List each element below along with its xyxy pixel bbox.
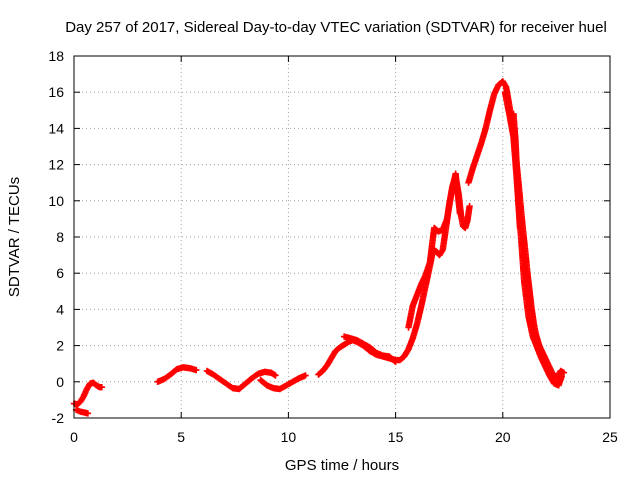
y-tick-label: 10 xyxy=(48,193,64,209)
data-point xyxy=(391,357,398,365)
data-point xyxy=(302,372,309,379)
x-tick-label: 10 xyxy=(281,429,297,445)
y-tick-label: 4 xyxy=(56,301,64,317)
x-tick-label: 5 xyxy=(177,429,185,445)
data-segment xyxy=(70,379,106,408)
data-point xyxy=(466,203,473,210)
chart-title: Day 257 of 2017, Sidereal Day-to-day VTE… xyxy=(65,19,607,36)
x-axis-label: GPS time / hours xyxy=(285,457,399,474)
y-tick-label: 16 xyxy=(48,84,64,100)
y-tick-label: 8 xyxy=(56,229,64,245)
y-tick-label: 6 xyxy=(56,265,64,281)
data-point xyxy=(516,224,524,232)
data-point xyxy=(193,366,200,374)
data-segment xyxy=(257,372,309,393)
data-segment xyxy=(154,364,200,385)
data-point xyxy=(98,384,106,391)
y-axis-label: SDTVAR / TECUs xyxy=(6,177,23,297)
y-tick-label: 0 xyxy=(56,374,64,390)
x-tick-label: 25 xyxy=(602,429,618,445)
data-segment xyxy=(203,367,279,393)
data-point xyxy=(560,369,568,376)
x-tick-label: 15 xyxy=(388,429,404,445)
x-tick-label: 20 xyxy=(495,429,511,445)
data-segment xyxy=(405,170,464,331)
data-segment xyxy=(72,406,92,417)
y-tick-label: 18 xyxy=(48,48,64,64)
data-segment xyxy=(340,333,399,366)
data-point xyxy=(84,410,92,417)
data-segment xyxy=(501,89,565,389)
y-tick-label: 2 xyxy=(56,338,64,354)
y-tick-label: 14 xyxy=(48,120,64,136)
data-points xyxy=(70,78,568,417)
data-point xyxy=(392,358,399,366)
y-tick-label: 12 xyxy=(48,157,64,173)
data-segment xyxy=(510,110,524,232)
data-point xyxy=(558,373,565,380)
grid-lines xyxy=(74,56,610,418)
y-tick-label: -2 xyxy=(52,410,65,426)
data-point xyxy=(456,210,464,217)
x-tick-label: 0 xyxy=(70,429,78,445)
data-point xyxy=(272,372,279,379)
axis-ticks: 0 5 10 15 20 25 -2 0 2 4 6 8 10 12 14 16 18 xyxy=(48,48,618,445)
